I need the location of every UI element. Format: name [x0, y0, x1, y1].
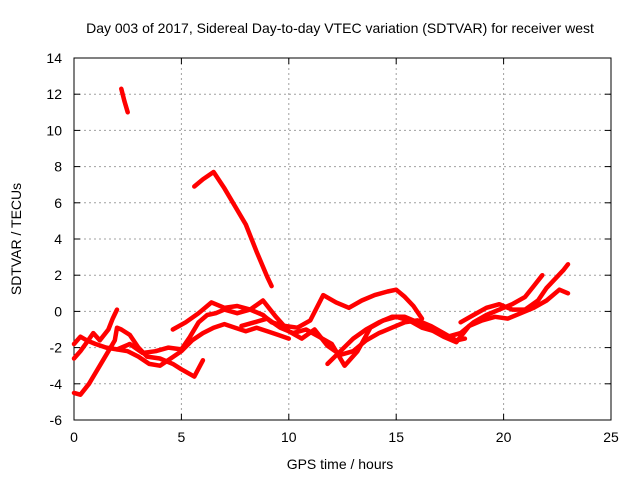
gridlines [74, 58, 611, 420]
y-tick-labels: -6 -4 -2 0 2 4 6 8 10 12 14 [46, 50, 62, 428]
y-tick-label: 10 [46, 122, 62, 138]
series-arc-2 [192, 169, 274, 289]
chart-title: Day 003 of 2017, Sidereal Day-to-day VTE… [86, 20, 594, 36]
series-arc-4 [71, 321, 292, 368]
series-arc-1 [119, 86, 130, 115]
series-arc-9 [325, 287, 571, 367]
x-tick-labels: 0 5 10 15 20 25 [70, 429, 619, 445]
x-tick-label: 25 [603, 429, 619, 445]
y-tick-label: -4 [50, 376, 63, 392]
series-arc-10 [458, 262, 571, 325]
y-tick-label: 14 [46, 50, 62, 66]
x-tick-label: 0 [70, 429, 78, 445]
series-arc-5 [71, 307, 120, 361]
x-tick-label: 10 [281, 429, 297, 445]
y-tick-label: 4 [54, 231, 62, 247]
axis-ticks [73, 57, 612, 421]
series-layer [71, 86, 571, 397]
y-tick-label: -2 [50, 340, 63, 356]
y-tick-label: 0 [54, 303, 62, 319]
series-arc-3 [71, 325, 206, 397]
y-tick-label: 2 [54, 267, 62, 283]
y-tick-label: 8 [54, 159, 62, 175]
x-tick-label: 20 [496, 429, 512, 445]
x-tick-label: 15 [388, 429, 404, 445]
y-tick-label: 12 [46, 86, 62, 102]
y-tick-label: -6 [50, 412, 63, 428]
y-tick-label: 6 [54, 195, 62, 211]
y-axis-label: SDTVAR / TECUs [8, 183, 24, 295]
x-axis-label: GPS time / hours [287, 456, 394, 472]
x-tick-label: 5 [178, 429, 186, 445]
